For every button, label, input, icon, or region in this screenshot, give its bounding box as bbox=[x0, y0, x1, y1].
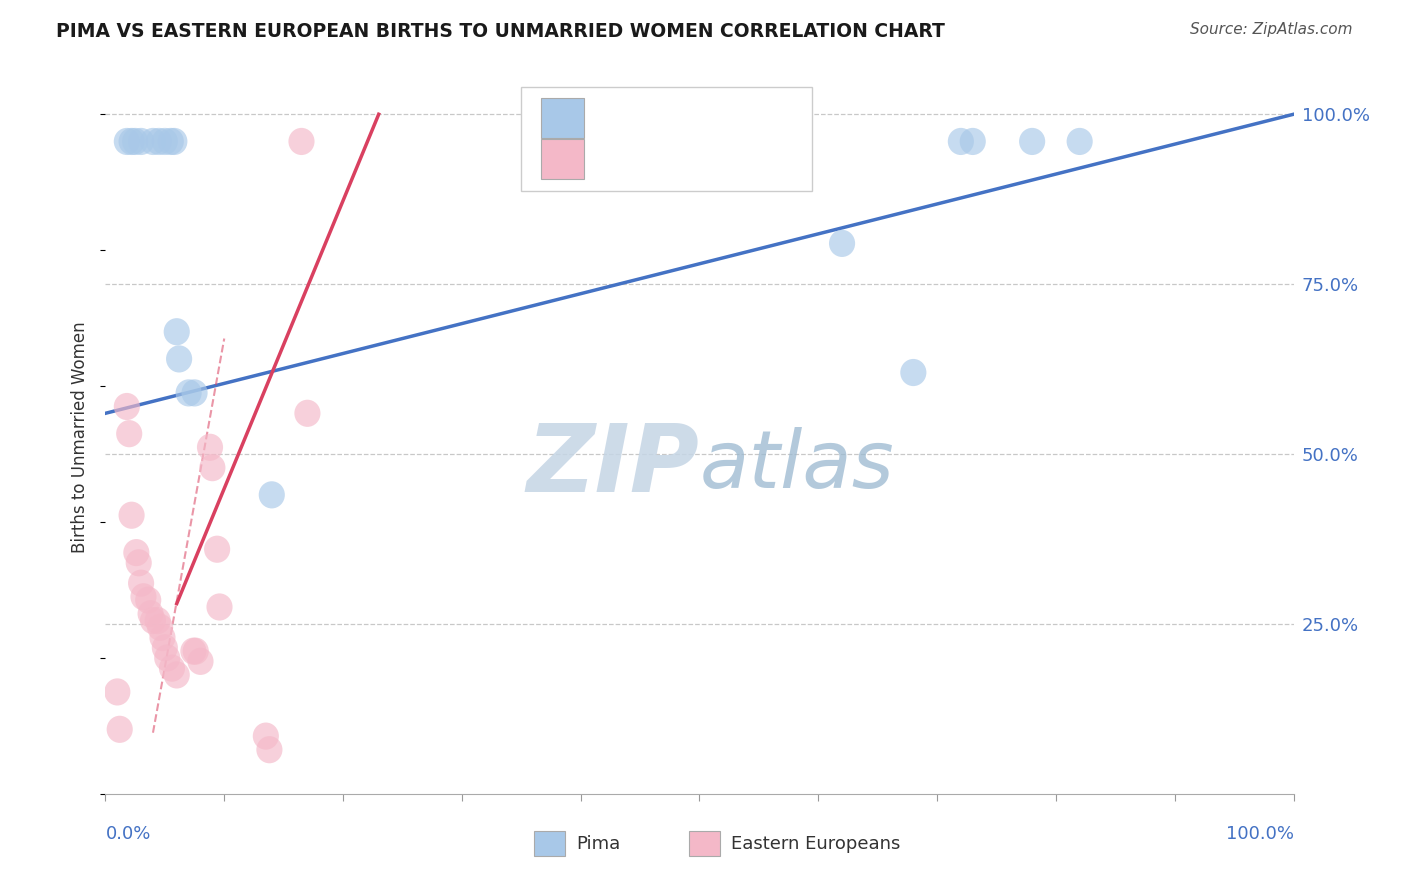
Ellipse shape bbox=[128, 570, 155, 597]
Ellipse shape bbox=[148, 614, 173, 641]
Ellipse shape bbox=[187, 648, 214, 675]
Ellipse shape bbox=[128, 128, 155, 155]
FancyBboxPatch shape bbox=[541, 139, 585, 178]
Ellipse shape bbox=[118, 501, 145, 529]
Ellipse shape bbox=[288, 128, 315, 155]
Ellipse shape bbox=[163, 318, 190, 345]
Text: PIMA VS EASTERN EUROPEAN BIRTHS TO UNMARRIED WOMEN CORRELATION CHART: PIMA VS EASTERN EUROPEAN BIRTHS TO UNMAR… bbox=[56, 22, 945, 41]
Ellipse shape bbox=[159, 655, 186, 681]
Ellipse shape bbox=[204, 535, 231, 563]
Ellipse shape bbox=[152, 634, 179, 661]
Ellipse shape bbox=[948, 128, 974, 155]
Ellipse shape bbox=[138, 600, 163, 627]
Text: R = 0.598: R = 0.598 bbox=[602, 149, 700, 169]
Text: R = 0.496: R = 0.496 bbox=[602, 109, 700, 128]
Ellipse shape bbox=[118, 128, 145, 155]
Text: atlas: atlas bbox=[700, 426, 894, 505]
Ellipse shape bbox=[145, 607, 170, 634]
Ellipse shape bbox=[146, 128, 172, 155]
Ellipse shape bbox=[181, 379, 208, 407]
Ellipse shape bbox=[176, 379, 201, 407]
Ellipse shape bbox=[155, 644, 180, 672]
Text: N = 30: N = 30 bbox=[714, 149, 787, 169]
Ellipse shape bbox=[117, 420, 142, 447]
FancyBboxPatch shape bbox=[522, 87, 813, 191]
Ellipse shape bbox=[294, 400, 321, 427]
Ellipse shape bbox=[141, 128, 166, 155]
Ellipse shape bbox=[207, 593, 232, 621]
Text: 100.0%: 100.0% bbox=[1226, 825, 1294, 843]
Text: Pima: Pima bbox=[576, 835, 620, 853]
Ellipse shape bbox=[135, 587, 162, 614]
Ellipse shape bbox=[259, 482, 285, 508]
Ellipse shape bbox=[960, 128, 986, 155]
Ellipse shape bbox=[152, 128, 179, 155]
Ellipse shape bbox=[114, 392, 141, 420]
Ellipse shape bbox=[107, 715, 132, 743]
Ellipse shape bbox=[1019, 128, 1045, 155]
Ellipse shape bbox=[900, 359, 927, 386]
Ellipse shape bbox=[157, 128, 184, 155]
Ellipse shape bbox=[830, 230, 855, 257]
Ellipse shape bbox=[124, 539, 149, 566]
Ellipse shape bbox=[163, 661, 190, 689]
Ellipse shape bbox=[200, 454, 225, 482]
Ellipse shape bbox=[183, 638, 209, 665]
Y-axis label: Births to Unmarried Women: Births to Unmarried Women bbox=[72, 321, 90, 553]
Ellipse shape bbox=[197, 434, 224, 461]
Text: 0.0%: 0.0% bbox=[105, 825, 150, 843]
Ellipse shape bbox=[122, 128, 148, 155]
Ellipse shape bbox=[253, 723, 278, 749]
Text: ZIP: ZIP bbox=[527, 419, 700, 512]
FancyBboxPatch shape bbox=[541, 98, 585, 138]
Ellipse shape bbox=[180, 638, 207, 665]
Ellipse shape bbox=[256, 736, 283, 764]
Ellipse shape bbox=[166, 345, 193, 373]
Ellipse shape bbox=[162, 128, 187, 155]
Text: Eastern Europeans: Eastern Europeans bbox=[731, 835, 900, 853]
Ellipse shape bbox=[1067, 128, 1092, 155]
Text: N = 20: N = 20 bbox=[714, 109, 789, 128]
Ellipse shape bbox=[104, 678, 131, 706]
Ellipse shape bbox=[131, 583, 156, 610]
Ellipse shape bbox=[125, 549, 152, 576]
Text: Source: ZipAtlas.com: Source: ZipAtlas.com bbox=[1189, 22, 1353, 37]
Ellipse shape bbox=[114, 128, 141, 155]
Ellipse shape bbox=[141, 607, 166, 634]
Ellipse shape bbox=[149, 624, 176, 651]
